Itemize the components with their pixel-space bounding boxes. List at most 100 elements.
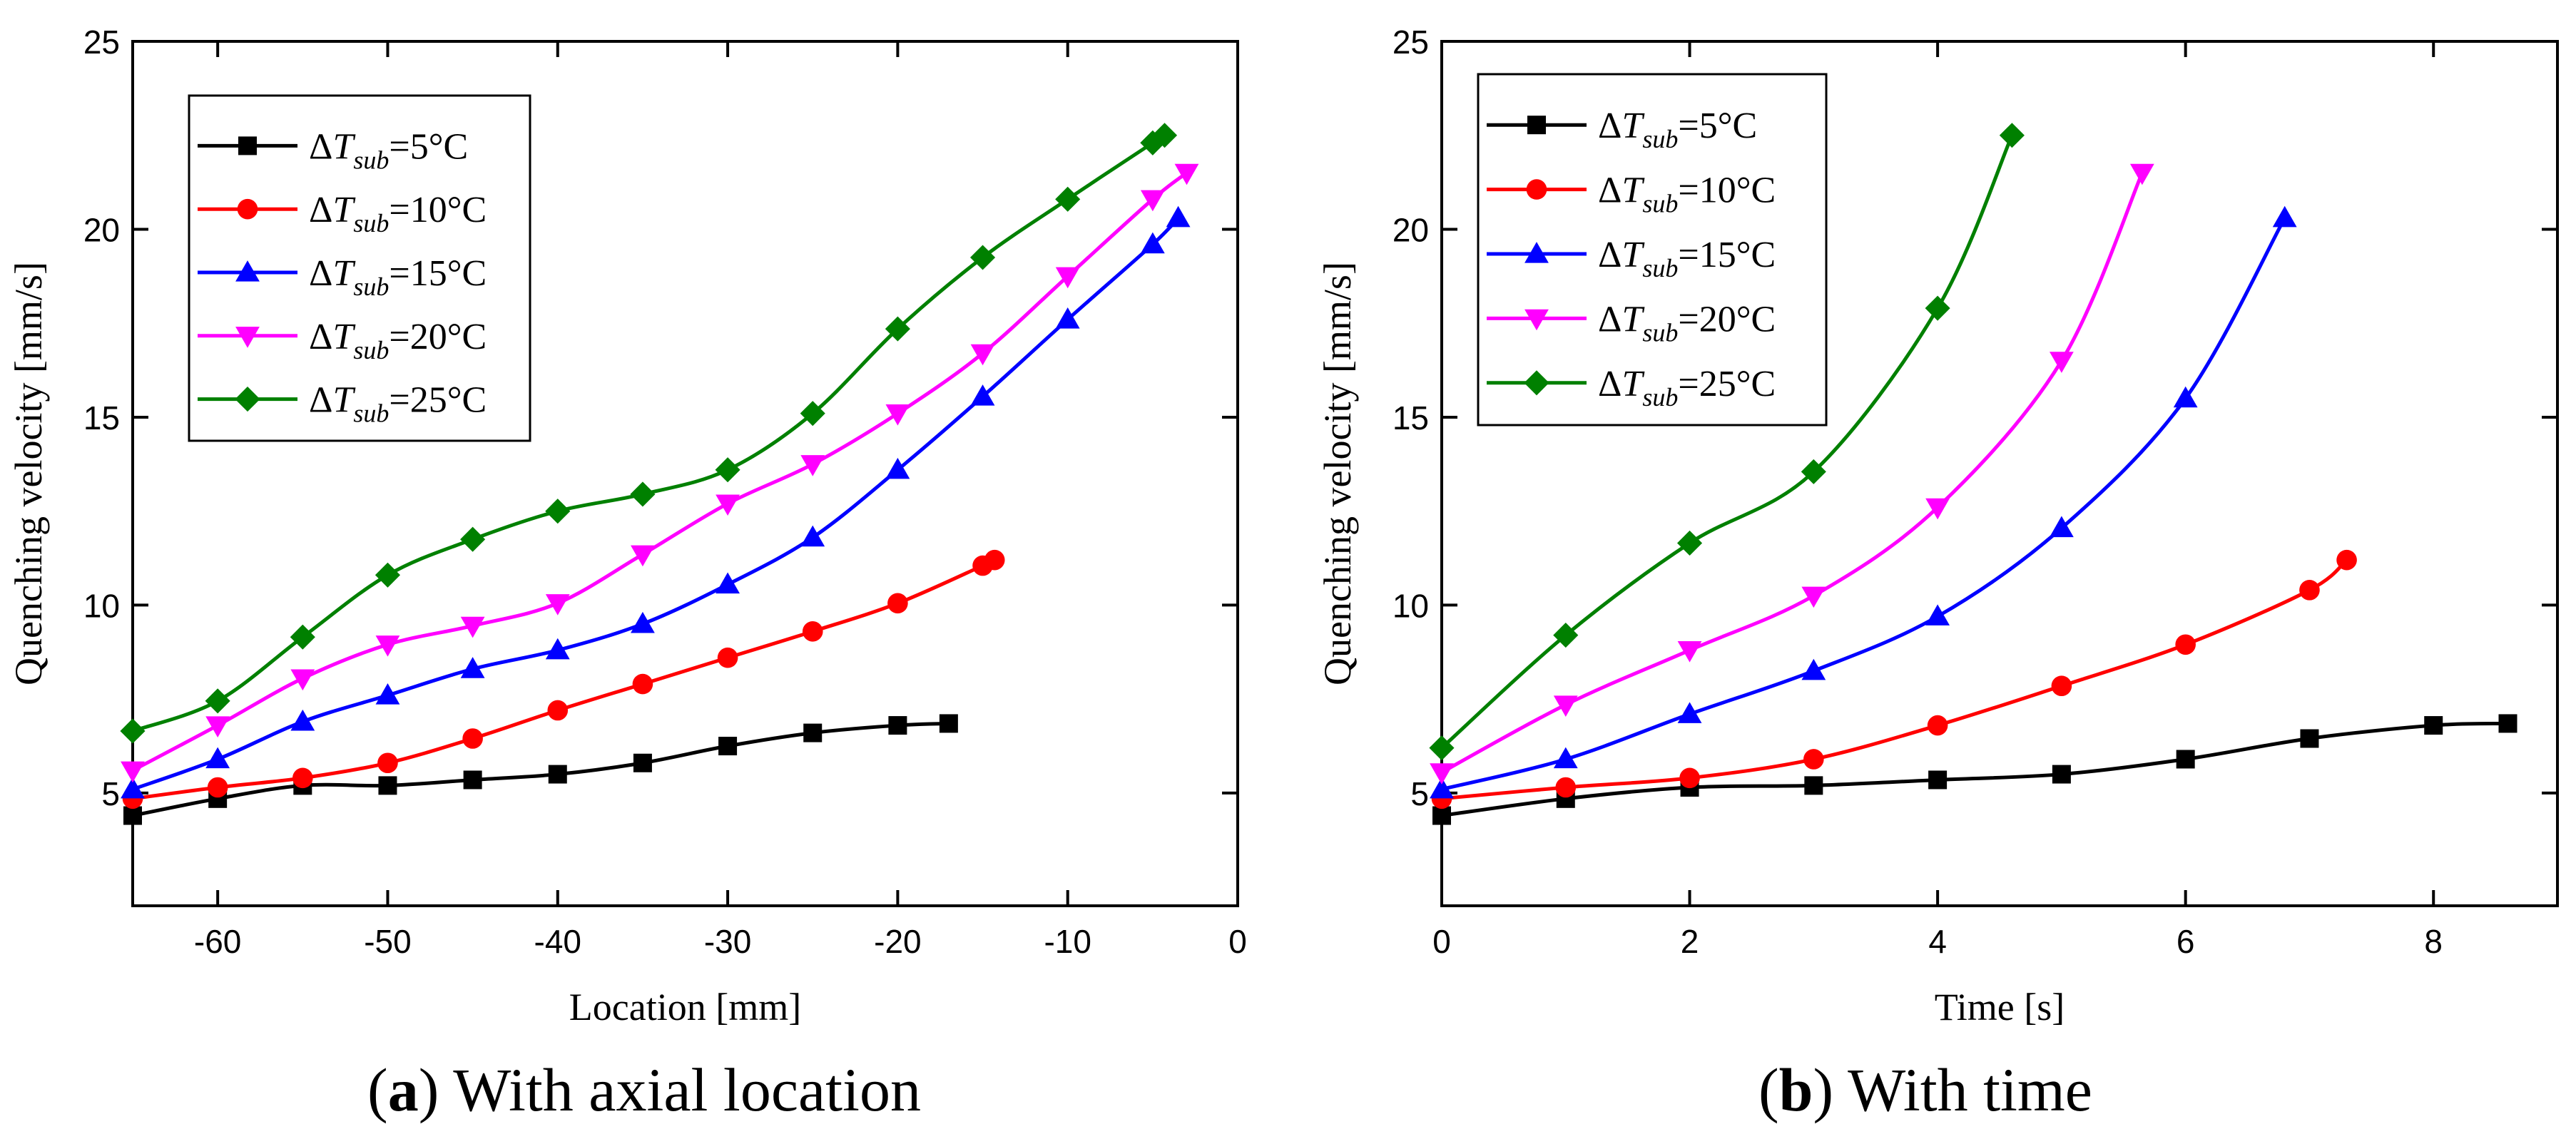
legend-marker xyxy=(235,387,260,412)
legend-subscript: sub xyxy=(353,272,389,301)
data-point xyxy=(800,401,825,427)
series-diamond xyxy=(120,123,1178,744)
legend-t: T xyxy=(332,253,355,294)
data-point xyxy=(800,525,825,547)
data-point xyxy=(205,716,230,737)
x-axis-title: Time [s] xyxy=(1935,986,2065,1028)
legend-t: T xyxy=(332,380,355,421)
legend-t: T xyxy=(332,126,355,167)
x-tick-label: -50 xyxy=(364,923,411,960)
data-point xyxy=(888,716,907,735)
y-axis-title: Quenching velocity [mm/s] xyxy=(7,262,50,685)
data-point xyxy=(1140,232,1165,254)
data-point xyxy=(1677,640,1702,663)
legend-delta: Δ xyxy=(1598,170,1622,211)
data-point xyxy=(290,709,315,731)
data-point xyxy=(984,549,1005,571)
caption-a-text: With axial location xyxy=(453,1056,921,1124)
caption-a: (a) With axial location xyxy=(367,1056,921,1124)
legend-marker xyxy=(1524,309,1549,331)
data-point xyxy=(1801,658,1826,680)
data-point xyxy=(631,545,655,567)
legend-delta: Δ xyxy=(1598,364,1622,404)
caption-b: (b) With time xyxy=(1758,1056,2092,1124)
data-point xyxy=(545,594,570,616)
data-point xyxy=(715,457,740,483)
legend-marker xyxy=(235,260,260,282)
data-point xyxy=(970,344,995,366)
data-point xyxy=(885,457,910,479)
data-point xyxy=(1804,776,1823,795)
legend-label: ΔTsub=5°C xyxy=(1598,106,1757,153)
data-point xyxy=(460,616,485,638)
legend-value: =20°C xyxy=(389,317,487,357)
x-tick-label: -60 xyxy=(194,923,241,960)
data-point xyxy=(375,635,400,657)
legend-t: T xyxy=(332,190,355,230)
y-tick-label: 10 xyxy=(1393,587,1429,624)
legend-value: =20°C xyxy=(1678,299,1776,339)
data-point xyxy=(716,494,740,516)
series-triangle-up xyxy=(121,205,1191,799)
data-point xyxy=(462,728,483,749)
data-point xyxy=(2299,580,2320,601)
series-line xyxy=(132,721,949,817)
data-point xyxy=(1151,123,1178,148)
legend-marker xyxy=(1524,370,1549,396)
y-tick-label: 20 xyxy=(83,211,120,248)
data-point xyxy=(1140,190,1165,212)
data-point xyxy=(1679,767,1700,789)
data-point xyxy=(1553,695,1578,717)
data-point xyxy=(121,777,145,799)
data-point xyxy=(1429,735,1455,761)
data-point xyxy=(1055,307,1080,329)
data-point xyxy=(1555,777,1577,798)
data-point xyxy=(1677,702,1702,723)
series-circle xyxy=(1431,549,2357,810)
data-point xyxy=(2173,386,2198,408)
legend-t: T xyxy=(1622,106,1644,146)
data-point xyxy=(120,718,146,744)
legend-marker xyxy=(237,198,258,220)
data-point xyxy=(1803,749,1824,770)
data-point xyxy=(2272,205,2297,228)
y-tick-label: 10 xyxy=(83,587,120,624)
data-point xyxy=(547,700,569,721)
data-point xyxy=(2176,750,2195,769)
data-point xyxy=(378,776,397,795)
data-point xyxy=(2049,516,2074,538)
legend-label: ΔTsub=10°C xyxy=(309,190,487,238)
data-point xyxy=(1553,747,1578,769)
legend-label: ΔTsub=20°C xyxy=(309,317,487,364)
data-point xyxy=(121,761,145,783)
data-point xyxy=(1999,123,2025,148)
legend-t: T xyxy=(1622,235,1644,275)
legend-marker xyxy=(1524,242,1549,263)
y-tick-label: 20 xyxy=(1393,211,1429,248)
y-tick-label: 5 xyxy=(1410,775,1429,812)
legend-label: ΔTsub=5°C xyxy=(309,126,468,174)
data-point xyxy=(1430,777,1454,799)
x-tick-label: 2 xyxy=(1681,923,1699,960)
legend-subscript: sub xyxy=(1642,254,1678,282)
data-point xyxy=(2498,714,2518,733)
data-point xyxy=(887,593,908,614)
data-point xyxy=(205,688,230,714)
data-point xyxy=(1055,267,1080,289)
legend-t: T xyxy=(332,317,355,357)
data-point xyxy=(290,624,315,650)
legend-subscript: sub xyxy=(353,209,389,238)
legend-value: =10°C xyxy=(1678,170,1776,211)
data-point xyxy=(2049,352,2074,373)
data-point xyxy=(545,499,571,524)
y-tick-label: 5 xyxy=(101,775,120,812)
legend-value: =5°C xyxy=(1678,106,1757,146)
legend-value: =25°C xyxy=(1678,364,1776,404)
legend-value: =15°C xyxy=(1678,235,1776,275)
legend-label: ΔTsub=25°C xyxy=(309,380,487,428)
data-point xyxy=(800,455,825,476)
x-tick-label: 6 xyxy=(2177,923,2195,960)
data-point xyxy=(292,767,313,789)
data-point xyxy=(1927,715,1948,736)
legend: ΔTsub=5°CΔTsub=10°CΔTsub=15°CΔTsub=20°CΔ… xyxy=(188,94,531,442)
